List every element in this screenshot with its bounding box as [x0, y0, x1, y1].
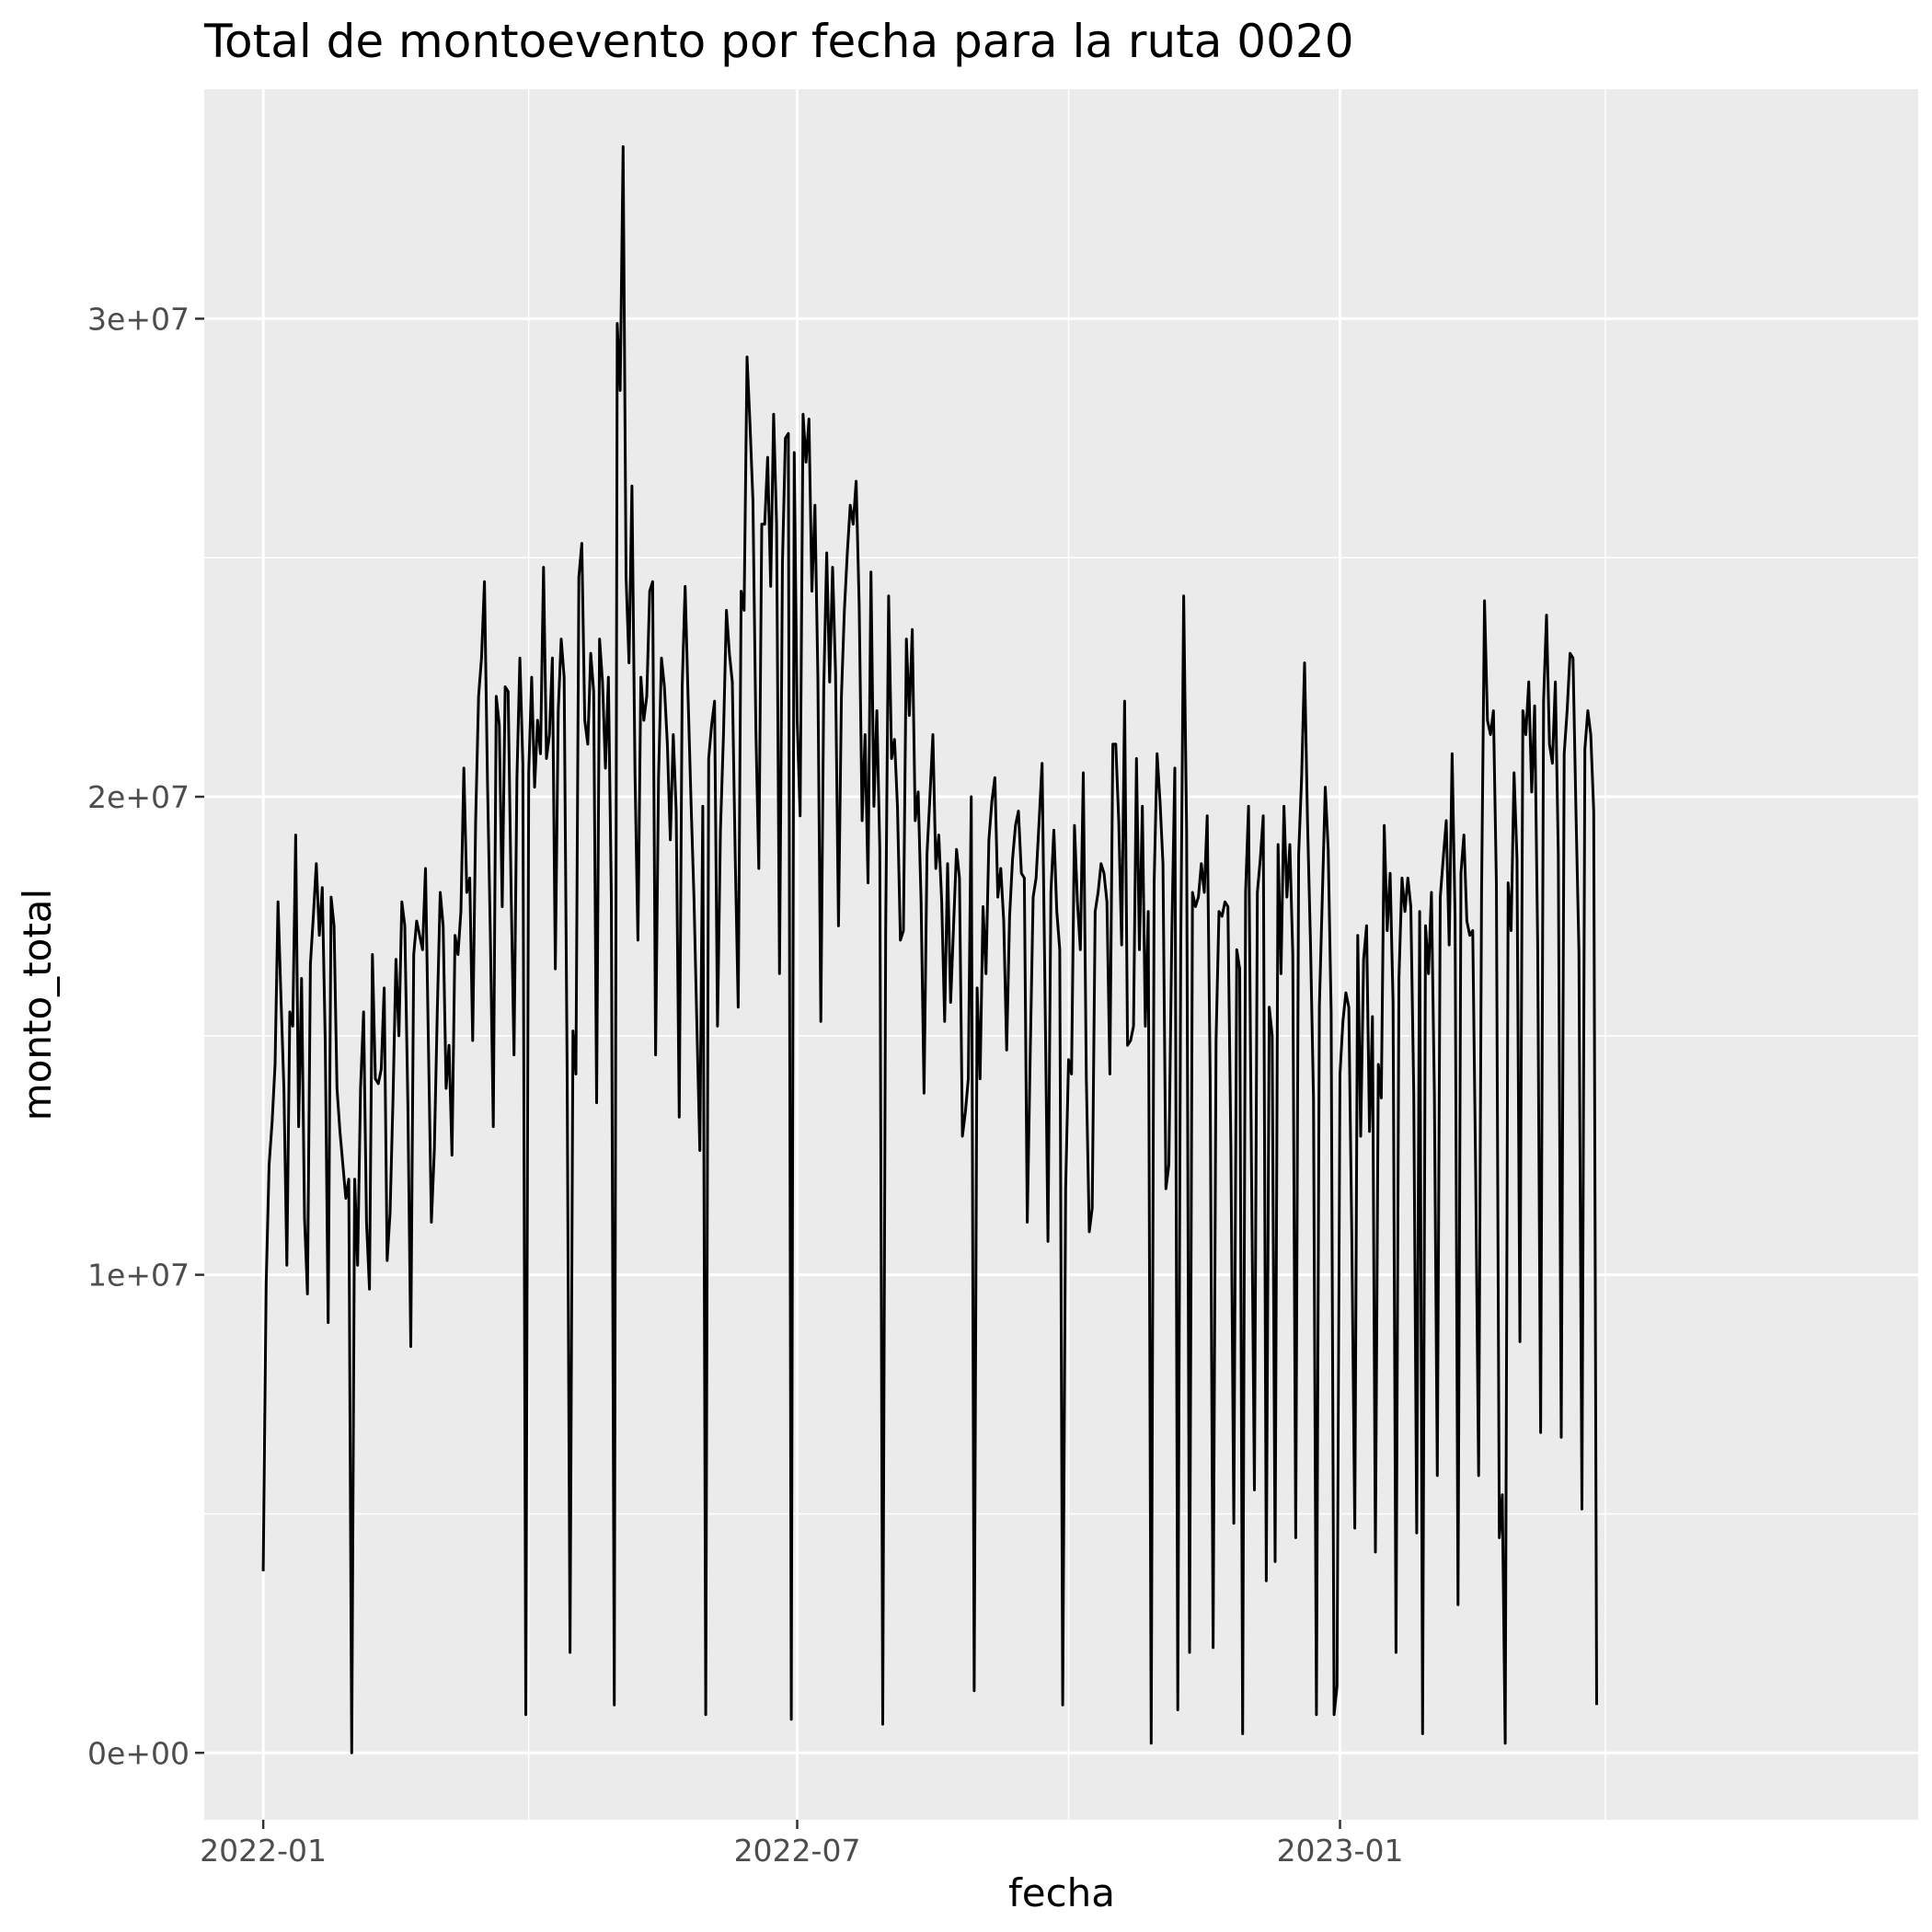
y-axis-title: monto_total — [15, 889, 60, 1121]
x-axis: 2022-01 2022-07 2023-01 — [200, 1820, 1403, 1869]
x-tick-label: 2022-07 — [734, 1833, 861, 1869]
y-tick-label: 1e+07 — [87, 1258, 190, 1294]
y-tick-label: 3e+07 — [87, 301, 190, 337]
x-axis-title: fecha — [1008, 1870, 1115, 1915]
y-tick-label: 2e+07 — [87, 779, 190, 815]
series-line — [261, 144, 1598, 1754]
plot-panel — [204, 89, 1918, 1820]
y-axis: 0e+00 1e+07 2e+07 3e+07 — [87, 301, 204, 1771]
chart-title: Total de montoevento por fecha para la r… — [203, 15, 1354, 68]
x-tick-label: 2022-01 — [200, 1833, 327, 1869]
y-tick-label: 0e+00 — [87, 1735, 190, 1771]
x-tick-label: 2023-01 — [1277, 1833, 1404, 1869]
